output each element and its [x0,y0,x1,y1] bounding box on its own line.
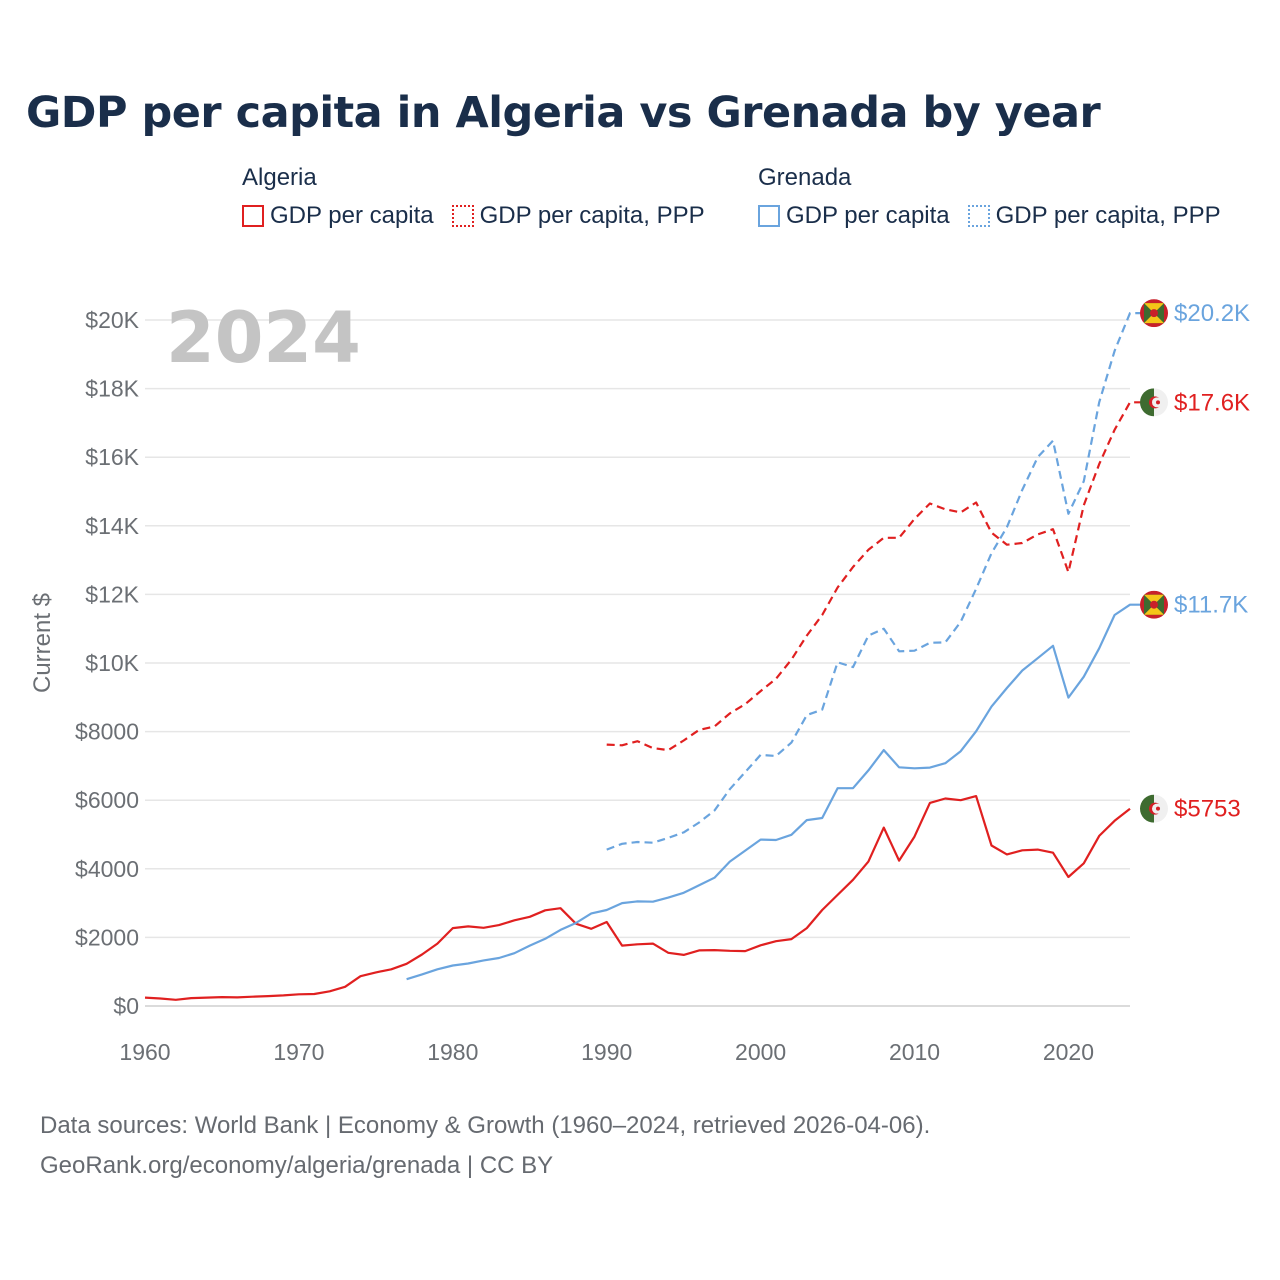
series-line [144,794,1131,1001]
x-tick-label: 1970 [273,1039,324,1065]
y-tick-label: $12K [85,581,139,607]
footer-attribution: GeoRank.org/economy/algeria/grenada | CC… [40,1152,554,1179]
series-lines [144,312,1146,1001]
x-tick-label: 1960 [119,1039,170,1065]
legend-item-grenada-gdp[interactable]: GDP per capita [758,202,950,230]
year-watermark: 2024 [166,297,361,379]
x-tick-label: 2010 [889,1039,940,1065]
grid-lines [145,319,1130,1007]
x-tick-label: 1990 [581,1039,632,1065]
series-end-label: $20.2K [1174,300,1250,327]
legend-algeria: Algeria GDP per capita GDP per capita, P… [242,164,723,230]
y-tick-label: $14K [85,513,139,539]
legend-item-algeria-gdp[interactable]: GDP per capita [242,202,434,230]
y-tick-label: $10K [85,650,139,676]
legend-item-algeria-ppp[interactable]: GDP per capita, PPP [451,202,705,230]
legend-country-algeria: Algeria [242,164,317,191]
y-tick-label: $6000 [75,787,139,813]
y-tick-label: $2000 [75,924,139,950]
x-tick-label: 2020 [1043,1039,1094,1065]
legend-grenada: Grenada GDP per capita GDP per capita, P… [758,164,1239,230]
y-tick-label: $8000 [75,719,139,745]
series-line [606,312,1146,851]
legend-swatch-dotted-red [451,205,474,227]
legend-item-grenada-ppp[interactable]: GDP per capita, PPP [967,202,1221,230]
y-tick-label: $4000 [75,856,139,882]
y-tick-label: $0 [113,993,139,1019]
algeria-flag-icon [1140,795,1168,823]
footer-sources: Data sources: World Bank | Economy & Gro… [40,1112,931,1139]
series-end-label: $11.7K [1174,592,1248,619]
y-axis: $0 $2000 $4000 $6000 $8000 $10K $12K $14K $16K $1… [75,307,140,1019]
legend-label-algeria-ppp: GDP per capita, PPP [479,202,705,229]
x-tick-label: 1980 [427,1039,478,1065]
x-tick-label: 2000 [735,1039,786,1065]
footer: Data sources: World Bank | Economy & Gro… [40,1106,930,1186]
y-axis-title: Current $ [29,593,56,693]
x-axis: 1960 1970 1980 1990 2000 2010 2020 [119,1039,1094,1065]
chart-title: GDP per capita in Algeria vs Grenada by … [26,88,1101,138]
series-line [606,401,1146,752]
legend-label-grenada-ppp: GDP per capita, PPP [995,202,1221,229]
legend-label-algeria-gdp: GDP per capita [270,202,434,229]
end-markers: $5753 $17.6K $11.7K $20.2K [1140,299,1250,823]
y-tick-label: $16K [85,444,139,470]
legend-swatch-dotted-blue [967,205,990,227]
grenada-flag-icon [1140,299,1168,327]
legend-label-grenada-gdp: GDP per capita [786,202,950,229]
algeria-flag-icon [1140,388,1168,416]
y-tick-label: $18K [85,376,139,402]
legend-country-grenada: Grenada [758,164,852,191]
y-tick-label: $20K [85,307,139,333]
series-line [406,603,1146,981]
series-end-label: $17.6K [1174,389,1250,416]
grenada-flag-icon [1140,591,1168,619]
series-end-label: $5753 [1174,796,1241,823]
legend-swatch-solid-blue [758,205,780,227]
legend-swatch-solid-red [242,205,264,227]
